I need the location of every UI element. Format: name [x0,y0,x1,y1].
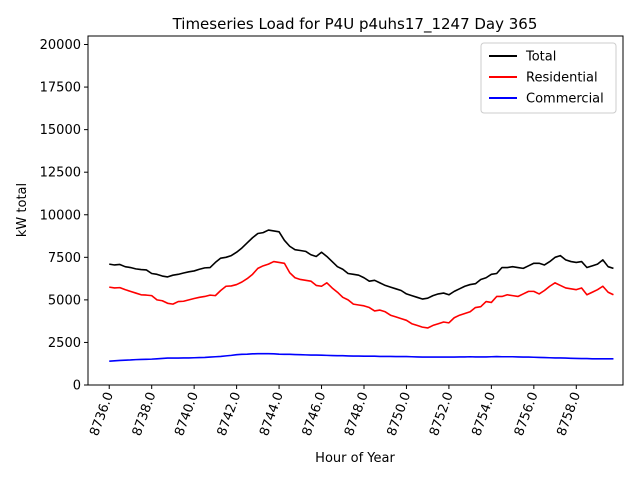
x-tick-label: 8740.0 [172,390,202,438]
x-tick-label: 8750.0 [385,390,415,438]
x-tick-label: 8756.0 [512,390,542,438]
plot-frame [87,35,624,386]
legend-label-residential: Residential [526,71,598,86]
x-axis: 8736.0 8738.0 8740.0 8742.0 8744.0 8746.0 8748… [87,385,584,438]
legend: Total Residential Commercial [480,42,617,114]
x-tick-label: 8742.0 [215,390,245,438]
y-tick-label: 10000 [40,208,81,223]
y-axis: 0 2500 5000 7500 10000 12500 15000 17500 20000 [40,38,88,394]
x-tick-label: 8746.0 [300,390,330,438]
y-axis-label: kW total [15,183,30,237]
legend-label-total: Total [525,50,556,65]
legend-box [480,42,617,114]
y-tick-label: 2500 [48,336,81,351]
y-tick-label: 7500 [48,251,81,266]
y-tick-label: 15000 [40,123,81,138]
y-tick-label: 20000 [40,38,81,53]
legend-label-commercial: Commercial [526,92,604,107]
series-line-residential [109,260,614,329]
y-tick-label: 0 [73,379,81,394]
y-tick-label: 17500 [40,81,81,96]
chart-title: Timeseries Load for P4U p4uhs17_1247 Day… [172,15,538,34]
x-tick-label: 8736.0 [87,390,117,438]
x-tick-label: 8748.0 [342,390,372,438]
x-tick-label: 8758.0 [554,390,584,438]
x-tick-label: 8744.0 [257,390,287,438]
y-tick-label: 5000 [48,293,81,308]
series-line-commercial [109,352,614,362]
y-tick-label: 12500 [40,166,81,181]
x-tick-label: 8752.0 [427,390,457,438]
plot-lines [109,229,614,362]
series-line-total [109,229,614,300]
x-tick-label: 8754.0 [469,390,499,438]
x-tick-label: 8738.0 [130,390,160,438]
x-axis-label: Hour of Year [315,451,395,466]
